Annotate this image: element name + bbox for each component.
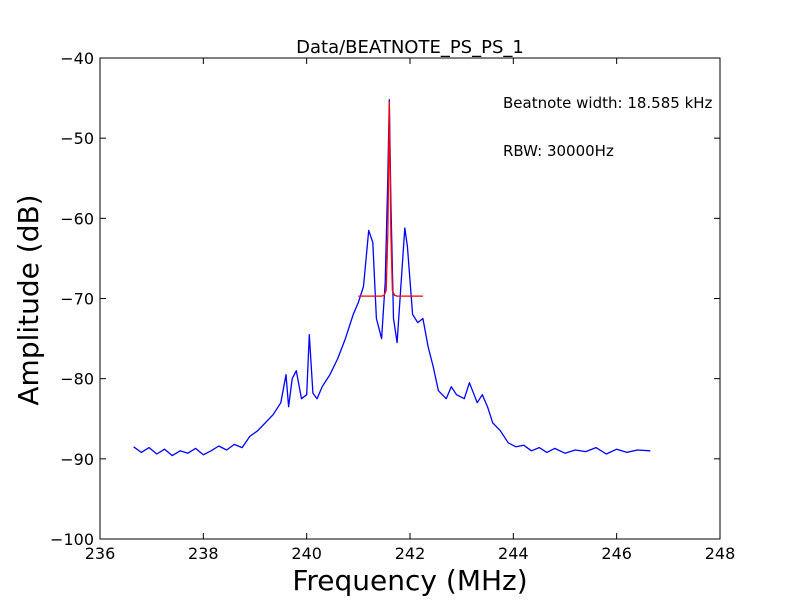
y-tick-label: −40 bbox=[60, 49, 94, 68]
plot-area bbox=[100, 58, 720, 539]
y-axis-label: Amplitude (dB) bbox=[12, 194, 45, 405]
ticks-layer: 236 238 240 242 244 246 248 −100 −90 −80 −70 −60 −50… bbox=[50, 49, 735, 563]
x-tick-label: 244 bbox=[498, 544, 529, 563]
rbw-annotation: RBW: 30000Hz bbox=[503, 142, 614, 160]
y-tick-label: −50 bbox=[60, 129, 94, 148]
chart-title: Data/BEATNOTE_PS_PS_1 bbox=[296, 37, 524, 58]
y-tick-label: −100 bbox=[50, 530, 94, 549]
beatnote-width-annotation: Beatnote width: 18.585 kHz bbox=[503, 94, 713, 112]
x-tick-label: 236 bbox=[85, 544, 116, 563]
y-tick-label: −80 bbox=[60, 370, 94, 389]
x-tick-label: 242 bbox=[395, 544, 426, 563]
x-tick-label: 248 bbox=[705, 544, 736, 563]
y-tick-label: −90 bbox=[60, 450, 94, 469]
x-tick-label: 238 bbox=[188, 544, 219, 563]
series-layer bbox=[133, 99, 651, 457]
beatnote-fit-line bbox=[358, 101, 423, 297]
y-tick-label: −70 bbox=[60, 290, 94, 309]
spectrum-line bbox=[133, 99, 651, 457]
y-tick-label: −60 bbox=[60, 209, 94, 228]
x-axis-label: Frequency (MHz) bbox=[292, 564, 527, 597]
x-tick-label: 240 bbox=[291, 544, 322, 563]
x-tick-label: 246 bbox=[601, 544, 632, 563]
